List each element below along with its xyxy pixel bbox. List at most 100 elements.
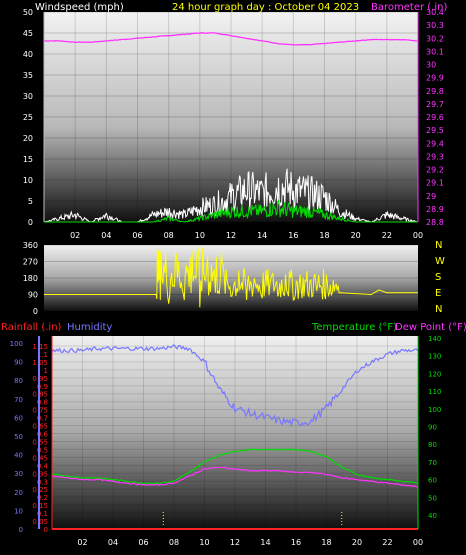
x-tick-label: 20 [352,538,362,547]
wind-tick-label: 15 [23,155,33,164]
x-tick-label: 22 [382,538,392,547]
rain-tick-label: 0.7 [37,415,48,423]
humidity-tick-label: 50 [14,433,23,441]
x-tick-label: 12 [226,231,236,240]
x-tick-label: 18 [319,231,329,240]
x-tick-label: 04 [108,538,118,547]
rain-tick-label: 0.2 [37,494,48,502]
baro-tick-label: 29.4 [426,139,444,148]
x-tick-label: 00 [413,538,423,547]
baro-tick-label: 30.2 [426,34,444,43]
direction-tick-label: 270 [23,258,38,267]
baro-tick-label: 28.9 [426,205,444,214]
x-tick-label: 08 [169,538,179,547]
baro-tick-label: 30.4 [426,8,444,17]
chart-title: 24 hour graph day : October 04 2023 [172,2,359,13]
x-tick-label: 10 [195,231,205,240]
temp-tick-label: 80 [428,441,437,449]
temp-tick-label: 130 [428,353,441,361]
temp-tick-label: 90 [428,424,437,432]
humidity-tick-label: 90 [14,359,23,367]
humidity-tick-label: 0 [19,526,23,534]
x-tick-label: 04 [101,231,111,240]
x-tick-label: 02 [70,231,80,240]
humidity-tick-label: 30 [14,470,23,478]
temp-tick-label: 40 [428,512,437,520]
wind-axis-title: Windspeed (mph) [35,2,124,13]
baro-tick-label: 29.8 [426,87,444,96]
humidity-tick-label: 100 [10,340,23,348]
rain-tick-label: 0.6 [37,431,49,439]
rain-tick-label: 0.05 [32,518,48,526]
baro-tick-label: 28.8 [426,218,444,227]
rain-tick-label: 0.35 [32,470,48,478]
rain-tick-label: 0.5 [37,446,48,454]
rain-tick-label: 0.75 [32,407,48,415]
wind-tick-label: 40 [23,50,33,59]
baro-tick-label: 29.3 [426,152,444,161]
baro-axis-title: Barometer (.in) [371,2,447,13]
x-tick-label: 14 [257,231,267,240]
baro-tick-label: 29.7 [426,100,444,109]
climate-panel-series [51,343,419,530]
rain-tick-label: 0.8 [37,399,48,407]
rain-tick-label: 0.25 [32,486,48,494]
baro-tick-label: 29.6 [426,113,444,122]
rain-tick-label: 0.95 [32,375,48,383]
compass-label: W [435,256,445,267]
rain-tick-label: 0.45 [32,454,48,462]
humidity-tick-label: 20 [14,489,23,497]
barometer-line [43,32,419,46]
x-tick-label: 00 [413,231,423,240]
wind-panel-background [44,12,418,222]
rain-tick-label: 0.4 [37,462,49,470]
x-tick-label: 10 [199,538,209,547]
direction-tick-label: 180 [23,274,38,283]
baro-tick-label: 29.1 [426,179,444,188]
wind-tick-label: 20 [23,134,33,143]
baro-tick-label: 30.3 [426,21,444,30]
rain-tick-label: 1.1 [37,351,48,359]
compass-label: S [435,272,441,283]
humidity-tick-label: 10 [14,507,23,515]
x-tick-label: 08 [164,231,174,240]
rain-tick-label: 1.05 [32,359,48,367]
x-tick-label: 14 [260,538,270,547]
baro-tick-label: 29.2 [426,166,444,175]
baro-tick-label: 29.5 [426,126,444,135]
temperature-line [51,448,419,485]
rain-tick-label: 1.15 [32,343,48,351]
x-tick-label: 06 [132,231,142,240]
compass-label: E [435,288,441,299]
temp-tick-label: 140 [428,335,441,343]
rain-tick-label: 1 [44,367,48,375]
humidity-tick-label: 80 [14,377,23,385]
x-tick-label: 16 [288,231,298,240]
rain-tick-label: 0.65 [32,423,48,431]
x-tick-label: 16 [291,538,301,547]
wind-panel-series [43,32,419,223]
x-tick-label: 06 [138,538,148,547]
baro-tick-label: 29.9 [426,74,444,83]
x-tick-label: 12 [230,538,240,547]
temp-axis-title: Temperature (°F) [311,322,397,333]
wind-panel-ticks: 0 5 10 15 20 25 30 35 40 45 50 02 04 06 08 10 12 14 16 18 20… [23,8,444,240]
rain-tick-label: 0.1 [37,510,48,518]
direction-tick-label: 0 [33,307,38,316]
temp-tick-label: 60 [428,477,437,485]
temp-tick-label: 100 [428,406,441,414]
direction-panel-background [44,245,418,311]
baro-tick-label: 30.1 [426,47,444,56]
wind-average-line [44,199,418,223]
wind-tick-label: 50 [23,8,33,17]
climate-panel-ticks: 00.050.10.150.20.250.30.350.40.450.50.55… [10,335,442,547]
wind-tick-label: 0 [28,218,33,227]
wind-tick-label: 25 [23,113,33,122]
direction-panel-series [44,247,418,308]
rain-tick-label: 0 [44,526,48,534]
x-tick-label: 02 [77,538,87,547]
wind-tick-label: 35 [23,71,33,80]
humidity-axis-title: Humidity [67,322,112,333]
